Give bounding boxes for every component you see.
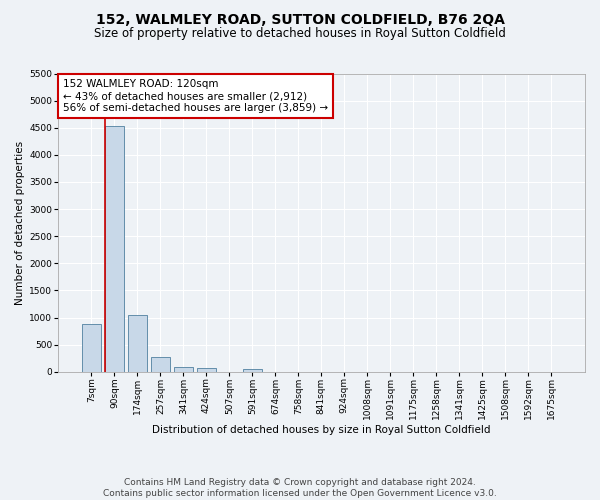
- X-axis label: Distribution of detached houses by size in Royal Sutton Coldfield: Distribution of detached houses by size …: [152, 425, 491, 435]
- Bar: [104, 126, 124, 372]
- Bar: [128, 316, 147, 372]
- Bar: [82, 324, 101, 372]
- Bar: [151, 357, 170, 372]
- Y-axis label: Number of detached properties: Number of detached properties: [15, 140, 25, 304]
- Bar: [197, 368, 216, 372]
- Bar: [242, 369, 262, 372]
- Text: 152 WALMLEY ROAD: 120sqm
← 43% of detached houses are smaller (2,912)
56% of sem: 152 WALMLEY ROAD: 120sqm ← 43% of detach…: [63, 80, 328, 112]
- Text: 152, WALMLEY ROAD, SUTTON COLDFIELD, B76 2QA: 152, WALMLEY ROAD, SUTTON COLDFIELD, B76…: [95, 12, 505, 26]
- Text: Size of property relative to detached houses in Royal Sutton Coldfield: Size of property relative to detached ho…: [94, 28, 506, 40]
- Bar: [173, 367, 193, 372]
- Text: Contains HM Land Registry data © Crown copyright and database right 2024.
Contai: Contains HM Land Registry data © Crown c…: [103, 478, 497, 498]
